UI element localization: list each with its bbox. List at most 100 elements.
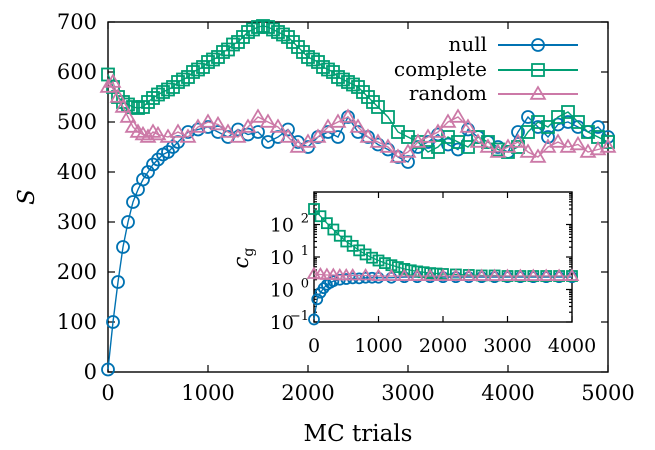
data-point-random bbox=[179, 128, 197, 143]
data-point-random bbox=[399, 143, 417, 158]
inset-data-point-random bbox=[345, 267, 361, 281]
main-ticks: 0 1000 2000 3000 4000 50000100200300400500600… bbox=[57, 10, 635, 405]
data-point-complete bbox=[336, 72, 350, 87]
data-point-complete bbox=[311, 55, 325, 69]
y-tick-label: 600 bbox=[57, 60, 97, 84]
inset-data-point-complete bbox=[372, 254, 385, 267]
y-tick-label: 100 bbox=[57, 310, 97, 334]
data-point-complete bbox=[266, 22, 280, 37]
data-point-complete bbox=[216, 45, 230, 59]
main-series bbox=[99, 19, 617, 377]
data-point-complete bbox=[176, 72, 190, 87]
data-point-complete bbox=[291, 40, 305, 54]
inset-x-tick-label: 2000 bbox=[419, 335, 467, 357]
data-point-complete bbox=[271, 25, 285, 39]
data-point-complete bbox=[206, 52, 220, 67]
data-point-complete bbox=[201, 55, 215, 69]
data-point-null bbox=[331, 130, 345, 144]
data-point-random bbox=[599, 138, 617, 153]
data-point-random bbox=[249, 108, 267, 123]
inset-data-point-complete bbox=[404, 264, 417, 277]
inset-series-random bbox=[306, 266, 580, 281]
inset-data-point-complete bbox=[308, 203, 320, 215]
data-point-random bbox=[449, 108, 467, 123]
data-point-complete bbox=[341, 75, 355, 89]
data-point-complete bbox=[161, 82, 175, 97]
data-point-complete bbox=[186, 65, 200, 79]
inset-data-point-random bbox=[371, 268, 386, 281]
data-point-complete bbox=[471, 130, 485, 144]
legend-label-null: null bbox=[448, 32, 487, 56]
data-point-complete bbox=[231, 35, 245, 49]
data-point-complete bbox=[361, 90, 375, 104]
data-point-random bbox=[209, 115, 227, 131]
data-point-random bbox=[549, 133, 567, 148]
inset-data-point-complete bbox=[353, 244, 366, 257]
data-point-null bbox=[161, 145, 175, 159]
data-point-null bbox=[126, 195, 140, 209]
inset-x-tick-label: 3000 bbox=[483, 335, 531, 357]
data-point-null bbox=[101, 362, 115, 377]
data-point-random bbox=[169, 123, 187, 138]
data-point-null bbox=[106, 315, 120, 329]
data-point-random bbox=[379, 138, 397, 153]
x-tick-label: 0 bbox=[101, 381, 114, 405]
data-point-complete bbox=[331, 70, 345, 84]
data-point-complete bbox=[541, 120, 555, 134]
inset-series bbox=[306, 203, 580, 326]
data-point-random bbox=[239, 118, 257, 133]
data-point-complete bbox=[156, 85, 170, 99]
data-point-complete bbox=[301, 50, 315, 64]
x-tick-label: 5000 bbox=[581, 381, 634, 405]
data-point-random bbox=[339, 108, 357, 123]
x-tick-label: 2000 bbox=[281, 381, 334, 405]
data-point-null bbox=[591, 120, 605, 134]
data-point-complete bbox=[326, 65, 340, 79]
inset-y-tick-mantissa: 10 bbox=[270, 215, 294, 237]
data-point-random bbox=[269, 118, 287, 133]
data-point-random bbox=[529, 148, 547, 163]
data-point-complete bbox=[276, 27, 290, 42]
inset-data-point-random bbox=[525, 268, 541, 281]
data-point-complete bbox=[431, 140, 445, 154]
data-point-null bbox=[241, 127, 255, 142]
data-point-complete bbox=[356, 85, 370, 99]
data-point-random bbox=[519, 143, 537, 158]
data-point-null bbox=[151, 152, 165, 167]
data-point-random bbox=[359, 128, 377, 143]
inset-data-point-complete bbox=[424, 267, 437, 279]
inset-y-tick-label: 10 bbox=[270, 215, 294, 237]
data-point-complete bbox=[241, 25, 255, 39]
data-point-complete bbox=[321, 62, 335, 77]
x-axis-label: MC trials bbox=[304, 421, 413, 447]
inset-y-tick-mantissa: 10 bbox=[270, 280, 294, 302]
data-point-complete bbox=[351, 80, 365, 94]
inset-data-point-null bbox=[366, 271, 378, 284]
data-point-null bbox=[281, 122, 295, 137]
data-point-complete bbox=[316, 60, 330, 74]
data-point-random bbox=[109, 88, 127, 103]
inset-data-point-complete bbox=[391, 261, 404, 273]
data-point-complete bbox=[581, 125, 595, 139]
data-point-random bbox=[219, 123, 237, 138]
data-point-random bbox=[479, 138, 497, 153]
inset-data-point-random bbox=[409, 268, 425, 281]
data-point-complete bbox=[391, 125, 405, 139]
data-point-complete bbox=[166, 80, 180, 94]
inset-data-point-random bbox=[500, 268, 515, 281]
data-point-complete bbox=[551, 110, 565, 124]
data-point-null bbox=[111, 275, 125, 289]
inset-data-point-null bbox=[327, 275, 340, 288]
data-point-random bbox=[569, 135, 587, 151]
data-point-complete bbox=[401, 130, 415, 144]
data-point-complete bbox=[211, 50, 225, 64]
data-point-complete bbox=[171, 75, 185, 89]
data-point-complete bbox=[366, 95, 380, 109]
data-point-complete bbox=[286, 35, 300, 49]
y-tick-label: 400 bbox=[57, 160, 97, 184]
data-point-random bbox=[469, 133, 487, 148]
series-random bbox=[99, 73, 617, 163]
inset-data-point-null bbox=[308, 313, 320, 326]
